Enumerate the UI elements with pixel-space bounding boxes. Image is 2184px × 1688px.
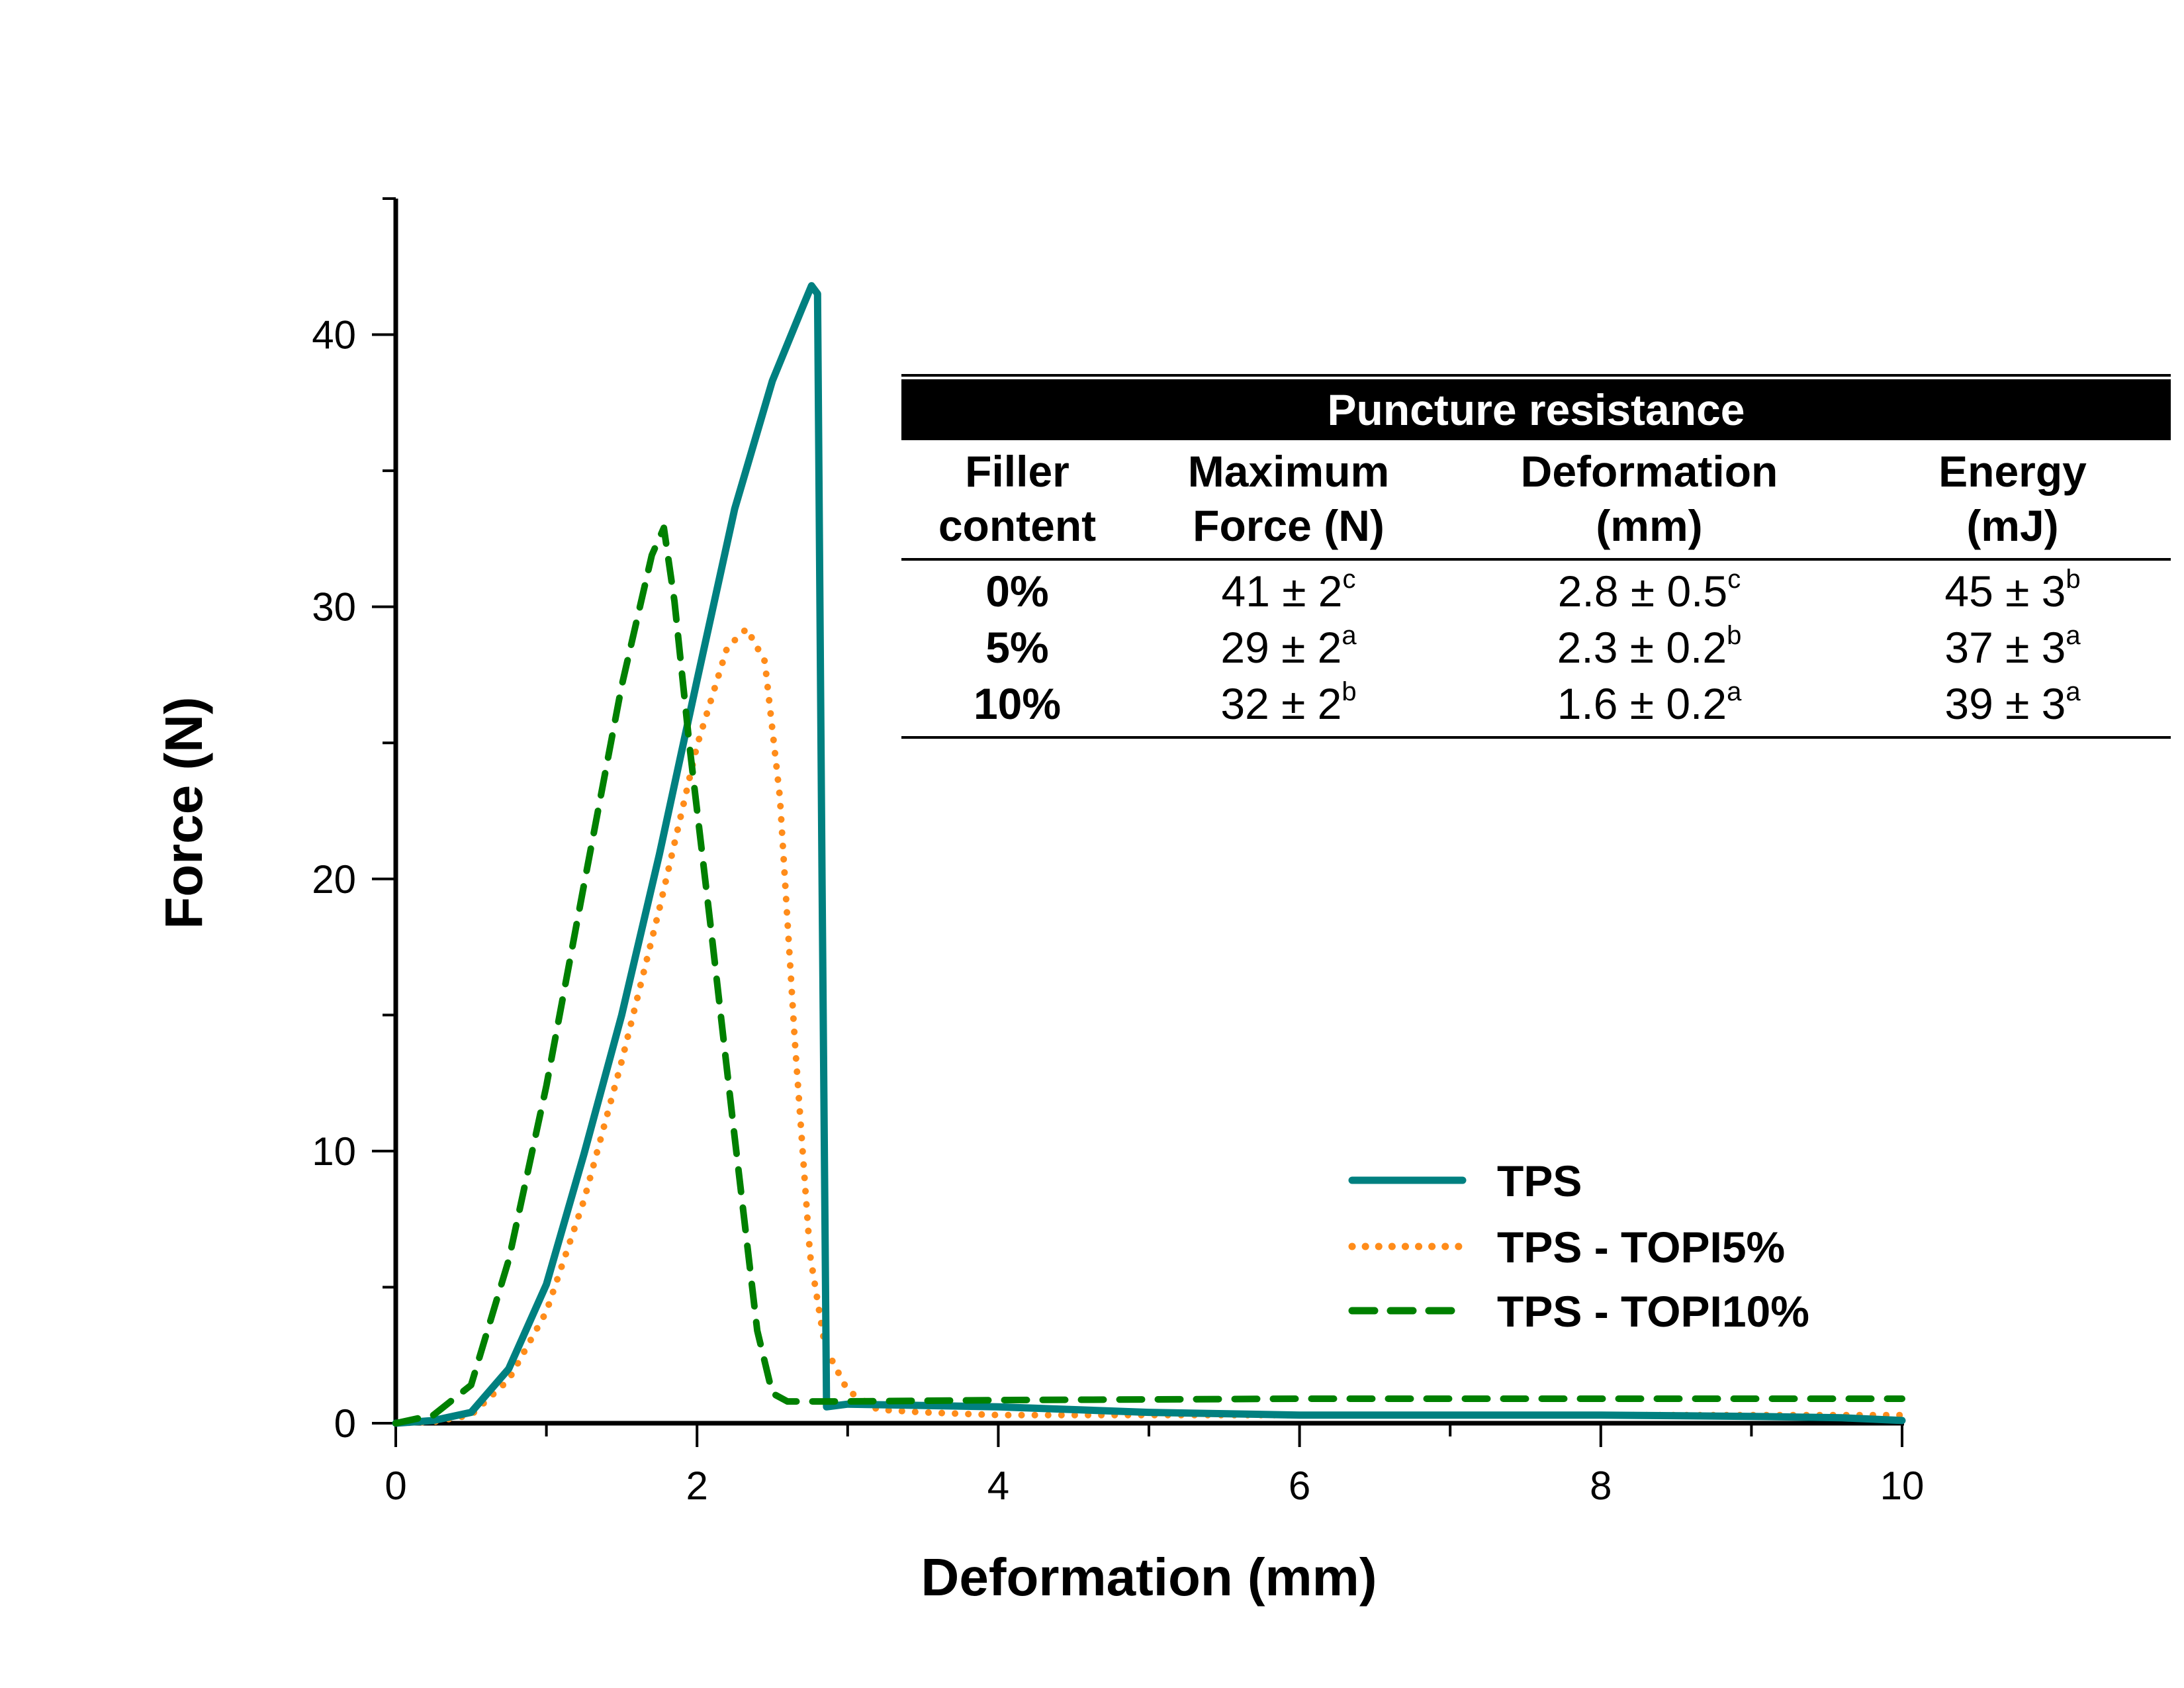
value: 1.6 ± 0.2 <box>1557 679 1727 728</box>
value: 41 ± 2 <box>1221 567 1343 616</box>
tick-labels: 0 2 4 6 8 10 0 10 20 30 40 <box>312 313 1924 1508</box>
header-filler-content: Filler content <box>901 444 1133 553</box>
cell-deformation: 2.8 ± 0.5c <box>1444 563 1854 620</box>
table-row: 5% 29 ± 2a 2.3 ± 0.2b 37 ± 3a <box>901 620 2171 676</box>
header-deformation: Deformation (mm) <box>1444 444 1854 553</box>
x-tick-label: 10 <box>1880 1464 1925 1508</box>
x-tick-label: 6 <box>1289 1464 1310 1508</box>
cell-filler: 0% <box>985 567 1049 616</box>
cell-filler: 5% <box>985 623 1049 672</box>
header-line: (mJ) <box>1966 501 2059 550</box>
x-axis-title: Deformation (mm) <box>921 1548 1377 1607</box>
value: 29 ± 2 <box>1220 623 1342 672</box>
table-body: 0% 41 ± 2c 2.8 ± 0.5c 45 ± 3b 5% 29 ± 2a… <box>901 561 2171 739</box>
cell-force: 32 ± 2b <box>1133 676 1444 732</box>
table-title: Puncture resistance <box>901 379 2171 440</box>
cell-energy: 45 ± 3b <box>1854 563 2171 620</box>
axes <box>372 197 1904 1447</box>
puncture-resistance-table: Puncture resistance Filler content Maxim… <box>901 374 2171 739</box>
table-row: 0% 41 ± 2c 2.8 ± 0.5c 45 ± 3b <box>901 563 2171 620</box>
significance-letter: b <box>1727 621 1742 650</box>
header-line: Force (N) <box>1193 501 1385 550</box>
legend-label: TPS - TOPI5% <box>1497 1223 1785 1272</box>
series-line-tps <box>392 282 1906 1427</box>
table-row: 10% 32 ± 2b 1.6 ± 0.2a 39 ± 3a <box>901 676 2171 732</box>
header-line: Energy <box>1938 447 2087 496</box>
value: 37 ± 3 <box>1944 623 2066 672</box>
significance-letter: a <box>2066 677 2081 706</box>
value: 2.3 ± 0.2 <box>1557 623 1727 672</box>
value: 39 ± 3 <box>1944 679 2066 728</box>
header-line: Maximum <box>1187 447 1390 496</box>
header-energy: Energy (mJ) <box>1854 444 2171 553</box>
header-line: content <box>938 501 1097 550</box>
header-line: Filler <box>965 447 1069 496</box>
y-tick-label: 10 <box>312 1129 356 1174</box>
significance-letter: b <box>2066 565 2081 594</box>
cell-force: 29 ± 2a <box>1133 620 1444 676</box>
header-line: Deformation <box>1520 447 1778 496</box>
value: 32 ± 2 <box>1220 679 1342 728</box>
y-axis-title: Force (N) <box>154 696 213 929</box>
legend-label: TPS <box>1497 1156 1582 1205</box>
significance-letter: b <box>1342 677 1357 706</box>
value: 45 ± 3 <box>1944 567 2066 616</box>
x-tick-label: 0 <box>385 1464 406 1508</box>
series-group <box>392 282 1906 1427</box>
value: 2.8 ± 0.5 <box>1557 567 1728 616</box>
table-top-rule <box>901 374 2171 377</box>
cell-deformation: 1.6 ± 0.2a <box>1444 676 1854 732</box>
x-tick-label: 4 <box>987 1464 1009 1508</box>
table-header-row: Filler content Maximum Force (N) Deforma… <box>901 440 2171 561</box>
y-tick-label: 20 <box>312 857 356 902</box>
header-line: (mm) <box>1596 501 1703 550</box>
y-tick-label: 30 <box>312 585 356 630</box>
cell-filler: 10% <box>973 679 1062 728</box>
cell-energy: 39 ± 3a <box>1854 676 2171 732</box>
cell-energy: 37 ± 3a <box>1854 620 2171 676</box>
header-maximum-force: Maximum Force (N) <box>1133 444 1444 553</box>
significance-letter: a <box>1727 677 1742 706</box>
series-line-tps-topi10- <box>392 524 1905 1427</box>
significance-letter: a <box>1342 621 1357 650</box>
series-line-tps-topi5- <box>392 625 1905 1427</box>
significance-letter: a <box>2066 621 2081 650</box>
cell-deformation: 2.3 ± 0.2b <box>1444 620 1854 676</box>
significance-letter: c <box>1727 565 1741 594</box>
y-tick-label: 40 <box>312 313 356 357</box>
x-tick-label: 8 <box>1590 1464 1612 1508</box>
significance-letter: c <box>1342 565 1356 594</box>
legend-label: TPS - TOPI10% <box>1497 1287 1809 1336</box>
x-tick-label: 2 <box>686 1464 708 1508</box>
cell-force: 41 ± 2c <box>1133 563 1444 620</box>
legend: TPS TPS - TOPI5% TPS - TOPI10% <box>1348 1156 1809 1336</box>
y-tick-label: 0 <box>334 1401 356 1446</box>
